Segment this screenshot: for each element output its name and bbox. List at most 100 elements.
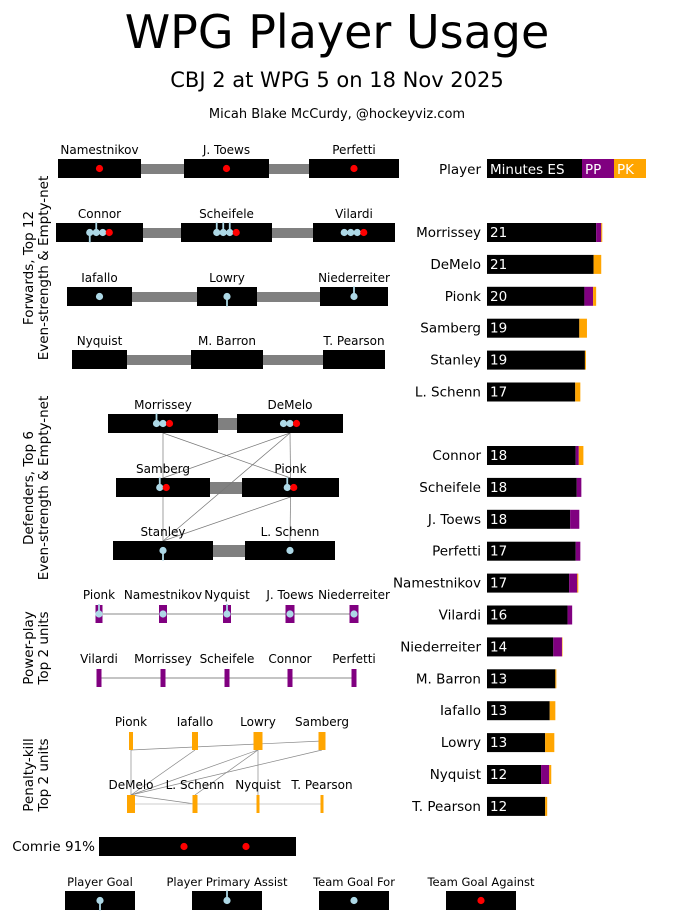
- forward-scheifele-marker-2: [226, 228, 234, 237]
- bar-pk-samberg: [579, 318, 587, 338]
- bar-minutes-es-iafallo: [487, 701, 550, 721]
- bar-legend-text-pp: PP: [585, 162, 601, 178]
- forward-scheifele-marker-3: [232, 228, 240, 237]
- pp-name-2-vilardi: Vilardi: [80, 652, 118, 666]
- goalie-goal-against-1: [242, 842, 250, 851]
- bar-legend-pk: [614, 159, 646, 178]
- bar-player-namestnikov: Namestnikov: [393, 576, 481, 592]
- forward-name-scheifele: Scheifele: [199, 207, 254, 221]
- pk-name-1-samberg: Samberg: [295, 715, 349, 729]
- pp-box-2-connor: [287, 669, 293, 687]
- defenders-label-2: Even-strength & Empty-net: [36, 396, 52, 581]
- pp-box-2-morrissey: [160, 669, 166, 687]
- bar-minutes-es-stanley: [487, 350, 585, 370]
- bar-pk-niederreiter: [561, 637, 563, 657]
- pk-box-2-l-schenn: [192, 795, 198, 813]
- defense-pionk-marker-1: [290, 483, 298, 492]
- forward-name-iafallo: Iafallo: [81, 271, 117, 285]
- section-labels: Forwards, Top 12 Even-strength & Empty-n…: [21, 176, 52, 813]
- bar-value-namestnikov: 17: [490, 576, 507, 592]
- bar-pk-demelo: [593, 254, 602, 274]
- penaltykill-label-1: Penalty-kill: [21, 738, 37, 812]
- forward-lines: Namestnikov J. Toews Perfetti Connor Scheife…: [56, 143, 399, 369]
- defense-pionk-marker-0: [283, 483, 291, 492]
- defense-l-schenn-marker-0: [286, 546, 294, 555]
- bar-player-niederreiter: Niederreiter: [400, 639, 481, 655]
- defense-cross-link-3: [162, 432, 291, 479]
- bar-pp-scheifele: [576, 477, 582, 497]
- bar-player-m-barron: M. Barron: [416, 671, 481, 687]
- bar-player-pionk: Pionk: [445, 289, 481, 305]
- forward-connor-marker-2: [99, 228, 107, 237]
- bar-value-vilardi: 16: [490, 608, 507, 624]
- defense-stanley-marker-0: [159, 546, 167, 555]
- pp-name-2-scheifele: Scheifele: [200, 652, 255, 666]
- legend-label-player-goal: Player Goal: [67, 875, 133, 889]
- forward-scheifele-marker-0: [213, 228, 221, 237]
- forward-box-nyquist: [72, 350, 127, 369]
- pk-box-1-samberg: [318, 732, 326, 750]
- bar-pk-l-schenn: [575, 382, 581, 402]
- forward-niederreiter-marker-0: [350, 292, 358, 301]
- bar-value-demelo: 21: [490, 257, 507, 273]
- bar-minutes-es-connor: [487, 446, 576, 465]
- pp-1-pionk-marker-0: [95, 610, 103, 618]
- forward-perfetti-marker-0: [350, 164, 358, 173]
- pk-box-1-lowry: [253, 732, 263, 750]
- pk-box-2-t-pearson: [320, 795, 324, 813]
- bar-minutes-es-l-schenn: [487, 382, 576, 402]
- bar-player-samberg: Samberg: [420, 321, 481, 337]
- bar-pk-pionk: [593, 286, 597, 306]
- forward-line-4-link-1: [127, 355, 191, 365]
- defense-morrissey-marker-0: [152, 419, 161, 428]
- bar-player-connor: Connor: [432, 448, 481, 464]
- defense-cross-link-7: [289, 496, 291, 542]
- pp-1-j-toews-marker-0: [286, 610, 294, 618]
- bar-pk-namestnikov: [577, 573, 579, 593]
- defense-name-stanley: Stanley: [140, 525, 185, 539]
- defense-cross-link-6: [162, 496, 291, 542]
- pk-name-1-lowry: Lowry: [240, 715, 276, 729]
- legend-player-goal-marker-0: [96, 896, 104, 905]
- bar-pk-stanley: [584, 350, 586, 370]
- bar-pk-connor: [578, 446, 584, 465]
- bar-pp-namestnikov: [569, 573, 578, 593]
- pp-box-2-scheifele: [224, 669, 230, 687]
- bar-value-l-schenn: 17: [490, 385, 507, 401]
- marker-legend: Player Goal Player Primary Assist Team Goa…: [65, 875, 535, 911]
- pk-link-7: [130, 794, 196, 805]
- bar-pp-pionk: [584, 286, 594, 306]
- bar-value-scheifele: 18: [490, 480, 507, 496]
- pk-name-1-iafallo: Iafallo: [177, 715, 213, 729]
- forward-vilardi-marker-3: [360, 228, 368, 237]
- bar-minutes-es-j-toews: [487, 509, 571, 529]
- defense-pair-3-link: [213, 545, 245, 557]
- bar-pk-t-pearson: [545, 796, 548, 816]
- forward-name-niederreiter: Niederreiter: [318, 271, 390, 285]
- forward-lowry-marker-0: [223, 292, 231, 301]
- pp-name-1-j-toews: J. Toews: [265, 588, 313, 602]
- bar-minutes-es-m-barron: [487, 669, 556, 689]
- bar-pk-nyquist: [549, 765, 552, 784]
- bar-minutes-es-vilardi: [487, 605, 568, 625]
- defenders-label-1: Defenders, Top 6: [21, 431, 37, 545]
- goalie-row: Comrie 91%: [12, 837, 296, 856]
- bar-value-connor: 18: [490, 448, 507, 464]
- bar-value-perfetti: 17: [490, 544, 507, 560]
- pk-link-2: [130, 749, 196, 796]
- bar-legend-minutes-es: [487, 159, 582, 178]
- pp-box-2-vilardi: [96, 669, 102, 687]
- powerplay-label-1: Power-play: [21, 611, 37, 684]
- forward-name-nyquist: Nyquist: [77, 334, 123, 348]
- bar-player-stanley: Stanley: [430, 353, 481, 369]
- pp-name-1-niederreiter: Niederreiter: [318, 588, 390, 602]
- forward-line-2-link-1: [143, 228, 181, 238]
- forward-vilardi-marker-0: [340, 228, 348, 237]
- bar-minutes-es-morrissey: [487, 223, 597, 242]
- chart-credit: Micah Blake McCurdy, @hockeyviz.com: [209, 107, 465, 122]
- forward-line-1-link-2: [269, 164, 309, 174]
- legend-team-goal-for-marker-0: [350, 896, 358, 905]
- bar-minutes-es-lowry: [487, 733, 546, 753]
- bar-value-samberg: 19: [490, 321, 507, 337]
- defense-demelo-marker-0: [279, 419, 288, 428]
